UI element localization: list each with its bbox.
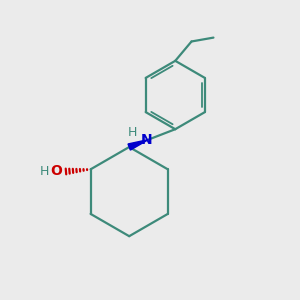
Text: H: H [39,165,49,178]
Text: H: H [128,126,137,139]
Text: N: N [141,133,153,146]
Text: O: O [50,164,62,178]
Polygon shape [128,140,148,150]
